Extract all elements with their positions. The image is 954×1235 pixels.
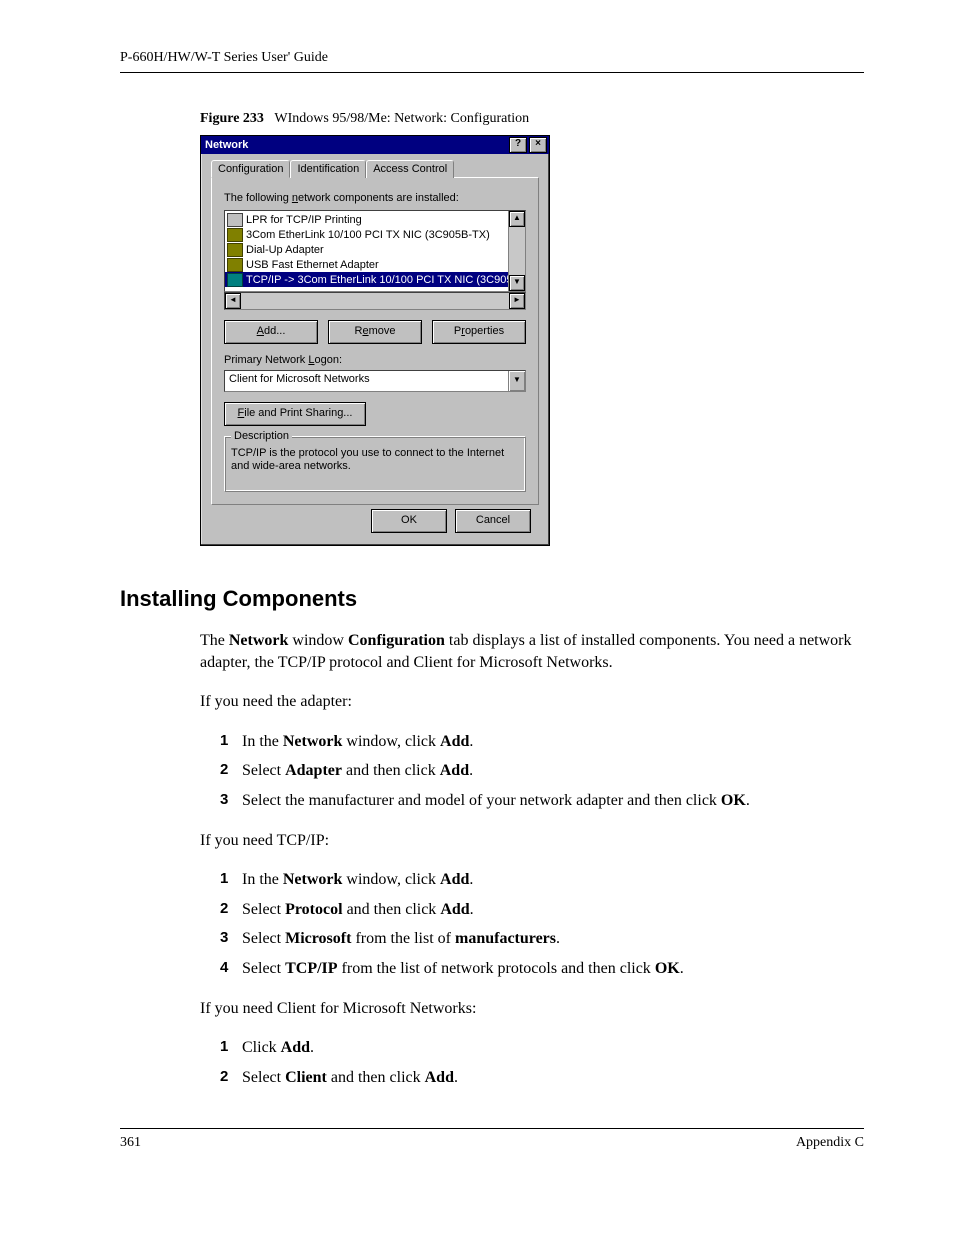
step: Select the manufacturer and model of you…	[220, 790, 864, 812]
client-steps: Click Add. Select Client and then click …	[220, 1037, 864, 1088]
tabstrip: Configuration Identification Access Cont…	[211, 160, 539, 178]
list-item[interactable]: USB Fast Ethernet Adapter	[225, 257, 508, 272]
network-dialog: Network ? × Configuration Identification…	[200, 135, 550, 546]
list-item[interactable]: Dial-Up Adapter	[225, 242, 508, 257]
header-rule	[120, 72, 864, 73]
list-item-text: LPR for TCP/IP Printing	[246, 214, 362, 226]
list-item-text: Dial-Up Adapter	[246, 244, 324, 256]
tab-panel: The following network components are ins…	[211, 177, 539, 505]
dialog-buttons: OK Cancel	[211, 505, 539, 535]
description-groupbox: Description TCP/IP is the protocol you u…	[224, 436, 526, 492]
step: In the Network window, click Add.	[220, 869, 864, 891]
protocol-icon	[227, 273, 243, 287]
list-item[interactable]: 3Com EtherLink 10/100 PCI TX NIC (3C905B…	[225, 227, 508, 242]
step: Select Protocol and then click Add.	[220, 899, 864, 921]
tab-access-control[interactable]: Access Control	[366, 160, 454, 178]
step: Select Client and then click Add.	[220, 1067, 864, 1089]
dialog-body: Configuration Identification Access Cont…	[201, 154, 549, 545]
properties-button[interactable]: Properties	[432, 320, 526, 344]
scroll-track[interactable]	[241, 293, 509, 309]
list-item-text: USB Fast Ethernet Adapter	[246, 259, 379, 271]
groupbox-legend: Description	[231, 430, 292, 442]
step: Click Add.	[220, 1037, 864, 1059]
cancel-button[interactable]: Cancel	[455, 509, 531, 533]
remove-button[interactable]: Remove	[328, 320, 422, 344]
scroll-down-icon[interactable]: ▼	[509, 275, 525, 291]
section-heading: Installing Components	[120, 586, 864, 612]
adapter-steps: In the Network window, click Add. Select…	[220, 731, 864, 812]
components-listbox[interactable]: LPR for TCP/IP Printing 3Com EtherLink 1…	[224, 210, 526, 292]
help-button[interactable]: ?	[509, 137, 527, 153]
figure-caption: Figure 233 WIndows 95/98/Me: Network: Co…	[200, 111, 864, 127]
dialog-title: Network	[205, 139, 507, 151]
step: Select Microsoft from the list of manufa…	[220, 928, 864, 950]
list-inner: LPR for TCP/IP Printing 3Com EtherLink 1…	[225, 211, 508, 291]
tcpip-intro: If you need TCP/IP:	[200, 830, 864, 852]
service-icon	[227, 213, 243, 227]
scroll-right-icon[interactable]: ►	[509, 293, 525, 309]
button-row: Add... Remove Properties	[224, 320, 526, 344]
logon-label: Primary Network Logon:	[224, 354, 526, 366]
scroll-left-icon[interactable]: ◄	[225, 293, 241, 309]
titlebar[interactable]: Network ? ×	[201, 136, 549, 154]
intro-paragraph: The Network window Configuration tab dis…	[200, 630, 864, 673]
adapter-icon	[227, 258, 243, 272]
adapter-icon	[227, 228, 243, 242]
tab-identification[interactable]: Identification	[290, 160, 366, 178]
scroll-up-icon[interactable]: ▲	[509, 211, 525, 227]
groupbox-text: TCP/IP is the protocol you use to connec…	[231, 447, 519, 473]
logon-combobox[interactable]: Client for Microsoft Networks ▼	[224, 370, 526, 392]
page-footer: 361 Appendix C	[120, 1128, 864, 1151]
dropdown-icon[interactable]: ▼	[508, 371, 525, 391]
tab-configuration[interactable]: Configuration	[211, 160, 290, 178]
figure-label: Figure 233	[200, 111, 264, 126]
appendix-label: Appendix C	[796, 1135, 864, 1151]
running-header: P-660H/HW/W-T Series User' Guide	[120, 50, 864, 66]
body-content: The Network window Configuration tab dis…	[200, 630, 864, 1088]
horizontal-scrollbar[interactable]: ◄ ►	[224, 292, 526, 310]
add-button[interactable]: Add...	[224, 320, 318, 344]
page: P-660H/HW/W-T Series User' Guide Figure …	[0, 0, 954, 1191]
list-label: The following network components are ins…	[224, 192, 526, 204]
client-intro: If you need Client for Microsoft Network…	[200, 998, 864, 1020]
vertical-scrollbar[interactable]: ▲ ▼	[508, 211, 525, 291]
adapter-intro: If you need the adapter:	[200, 691, 864, 713]
tcpip-steps: In the Network window, click Add. Select…	[220, 869, 864, 979]
step: Select Adapter and then click Add.	[220, 760, 864, 782]
page-number: 361	[120, 1135, 141, 1151]
logon-value: Client for Microsoft Networks	[225, 371, 508, 391]
list-item[interactable]: TCP/IP -> 3Com EtherLink 10/100 PCI TX N…	[225, 272, 508, 287]
close-button[interactable]: ×	[529, 137, 547, 153]
ok-button[interactable]: OK	[371, 509, 447, 533]
list-item-text: TCP/IP -> 3Com EtherLink 10/100 PCI TX N…	[246, 274, 508, 286]
step: Select TCP/IP from the list of network p…	[220, 958, 864, 980]
scroll-track[interactable]	[509, 227, 525, 275]
step: In the Network window, click Add.	[220, 731, 864, 753]
list-item-text: 3Com EtherLink 10/100 PCI TX NIC (3C905B…	[246, 229, 490, 241]
figure-caption-text: WIndows 95/98/Me: Network: Configuration	[274, 111, 529, 126]
adapter-icon	[227, 243, 243, 257]
list-item[interactable]: LPR for TCP/IP Printing	[225, 212, 508, 227]
file-print-sharing-button[interactable]: File and Print Sharing...	[224, 402, 366, 426]
